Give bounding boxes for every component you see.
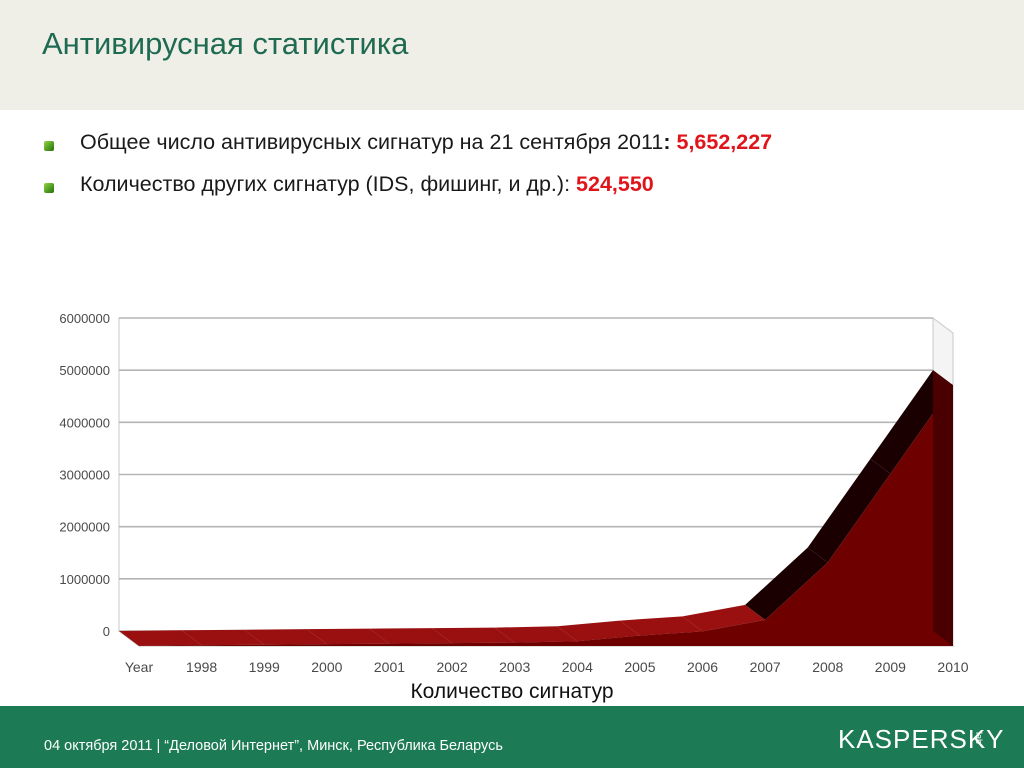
area-top-segment xyxy=(682,604,766,632)
bullet-text: Общее число антивирусных сигнатур на 21 … xyxy=(80,130,772,155)
bullet-label: Количество других сигнатур (IDS, фишинг,… xyxy=(80,172,571,196)
area-top-segment xyxy=(181,629,265,646)
y-tick-label: 3000000 xyxy=(59,468,110,483)
signature-area-chart: 0 1000000 2000000 3000000 4000000 5000000 6000… xyxy=(59,311,968,675)
area-top-segment xyxy=(119,630,202,646)
x-tick-label: Year xyxy=(125,659,154,675)
kaspersky-logo: KASPERSKY lab xyxy=(838,720,1004,760)
x-tick-label: 2006 xyxy=(687,659,718,675)
area-end-face xyxy=(933,370,953,646)
x-tick-label: 2004 xyxy=(562,659,593,675)
x-tick-label: 2002 xyxy=(436,659,467,675)
area-front-face xyxy=(139,385,953,646)
y-tick-label: 2000000 xyxy=(59,520,110,535)
bullet-marker-icon xyxy=(44,183,54,193)
x-tick-label: 2003 xyxy=(499,659,530,675)
area-top-segment xyxy=(619,616,703,636)
bullet-item-other-signatures: Количество других сигнатур (IDS, фишинг,… xyxy=(44,170,1004,212)
area-top-segment xyxy=(870,370,953,474)
logo-lab: lab xyxy=(974,732,984,745)
x-tick-label: 2005 xyxy=(624,659,655,675)
bullet-label: Общее число антивирусных сигнатур на 21 … xyxy=(80,130,664,154)
y-tick-label: 4000000 xyxy=(59,415,110,430)
bullet-item-antivirus-signatures: Общее число антивирусных сигнатур на 21 … xyxy=(44,128,1004,170)
y-tick-label: 0 xyxy=(103,624,110,639)
area-top-segment xyxy=(745,547,828,620)
y-tick-label: 6000000 xyxy=(59,311,110,326)
x-tick-label: 2007 xyxy=(750,659,781,675)
bullet-value: 5,652,227 xyxy=(676,130,773,154)
y-tick-label: 1000000 xyxy=(59,572,110,587)
x-tick-label: 2000 xyxy=(311,659,342,675)
slide-footer: 04 октября 2011 | “Деловой Интернет”, Ми… xyxy=(0,706,1024,768)
slide-header: Антивирусная статистика xyxy=(0,0,1024,110)
area-top-segment xyxy=(244,629,327,645)
bullet-colon: : xyxy=(663,130,671,154)
area-top-segment xyxy=(432,627,515,644)
logo-wordmark: KASPERSKY xyxy=(838,724,1005,754)
x-tick-label: 2009 xyxy=(875,659,906,675)
area-top-segment xyxy=(369,628,453,644)
area-top-segment xyxy=(306,628,390,645)
area-top-segment xyxy=(494,626,578,643)
slide-title: Антивирусная статистика xyxy=(42,26,409,61)
bullet-list: Общее число антивирусных сигнатур на 21 … xyxy=(44,128,1004,212)
x-tick-label: 1998 xyxy=(186,659,217,675)
y-tick-label: 5000000 xyxy=(59,363,110,378)
x-tick-label: 2010 xyxy=(937,659,968,675)
bullet-value: 524,550 xyxy=(576,172,654,196)
chart-caption: Количество сигнатур xyxy=(410,680,614,703)
bullet-text: Количество других сигнатур (IDS, фишинг,… xyxy=(80,172,654,197)
x-tick-label: 2001 xyxy=(374,659,405,675)
x-tick-label: 2008 xyxy=(812,659,843,675)
area-top-segment xyxy=(807,458,891,563)
x-tick-label: 1999 xyxy=(249,659,280,675)
area-top-segment xyxy=(557,620,640,642)
bullet-marker-icon xyxy=(44,141,54,151)
footer-text: 04 октября 2011 | “Деловой Интернет”, Ми… xyxy=(44,738,503,754)
